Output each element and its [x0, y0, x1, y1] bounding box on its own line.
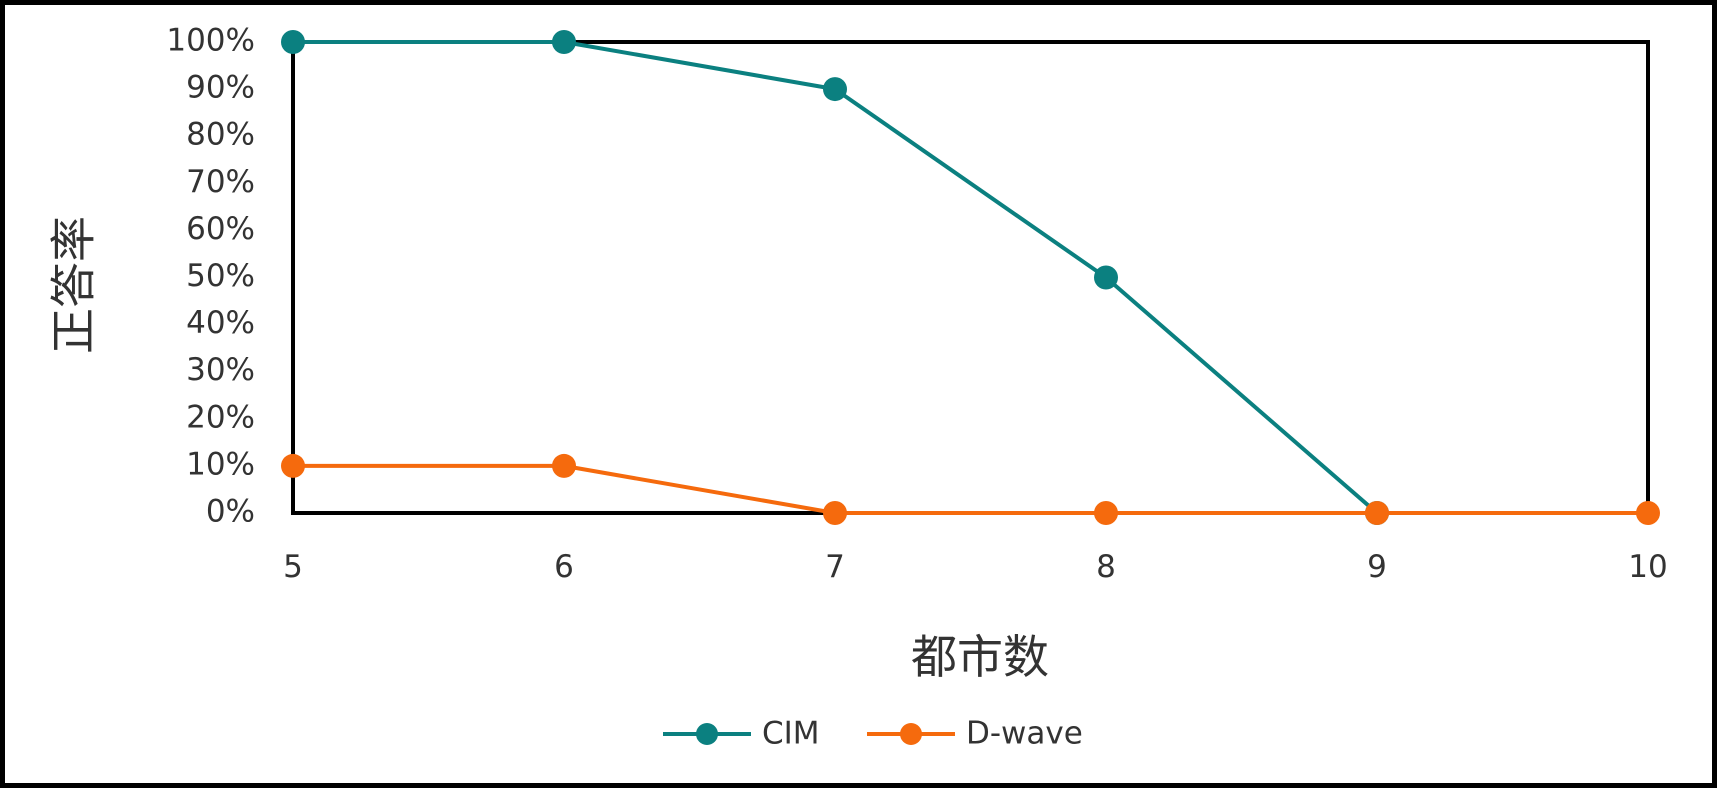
line-chart: 0% 10% 20% 30% 40% 50% 60% 70% 80% 90% 100% 5 6 7 8 9 1…: [47, 23, 1668, 752]
y-tick-label: 90%: [186, 70, 255, 106]
x-tick-label: 7: [825, 549, 845, 585]
legend-item: D-wave: [867, 716, 1083, 752]
plot-area-border: [291, 40, 1650, 515]
y-tick-label: 20%: [186, 399, 255, 435]
x-tick-label: 10: [1628, 549, 1667, 585]
y-tick-label: 100%: [166, 23, 255, 59]
series-2: [281, 453, 1660, 525]
y-tick-label: 80%: [186, 117, 255, 153]
y-tick-label: 40%: [186, 305, 255, 341]
data-point: [823, 501, 847, 525]
x-tick-label: 8: [1096, 549, 1116, 585]
y-tick-label: 50%: [186, 258, 255, 294]
data-point: [552, 30, 576, 54]
data-point: [281, 453, 305, 478]
y-axis-title: 正答率: [47, 216, 101, 354]
y-tick-label: 10%: [186, 446, 255, 482]
x-axis-ticks: 5 6 7 8 9 10: [283, 549, 1668, 585]
legend: CIM D-wave: [663, 716, 1083, 752]
data-point: [1094, 501, 1118, 525]
x-tick-label: 5: [283, 549, 303, 585]
legend-marker: [696, 723, 718, 745]
x-tick-label: 6: [554, 549, 574, 585]
data-point: [1365, 501, 1389, 525]
y-tick-label: 30%: [186, 352, 255, 388]
data-point: [1094, 265, 1118, 290]
y-tick-label: 60%: [186, 211, 255, 247]
legend-label: D-wave: [966, 716, 1083, 752]
data-point: [823, 77, 847, 102]
y-axis-ticks: 0% 10% 20% 30% 40% 50% 60% 70% 80% 90% 100%: [166, 23, 255, 530]
data-point: [1636, 501, 1660, 525]
series-layer: [281, 30, 1660, 525]
y-tick-label: 70%: [186, 164, 255, 200]
data-point: [281, 30, 305, 54]
y-tick-label: 0%: [206, 494, 255, 530]
series-line: [293, 40, 1379, 515]
x-tick-label: 9: [1367, 549, 1387, 585]
legend-label: CIM: [762, 716, 820, 752]
legend-marker: [900, 723, 922, 745]
series-1: [281, 30, 1389, 525]
series-line: [293, 463, 1648, 515]
x-axis-title: 都市数: [911, 630, 1049, 684]
data-point: [552, 453, 576, 478]
legend-item: CIM: [663, 716, 820, 752]
